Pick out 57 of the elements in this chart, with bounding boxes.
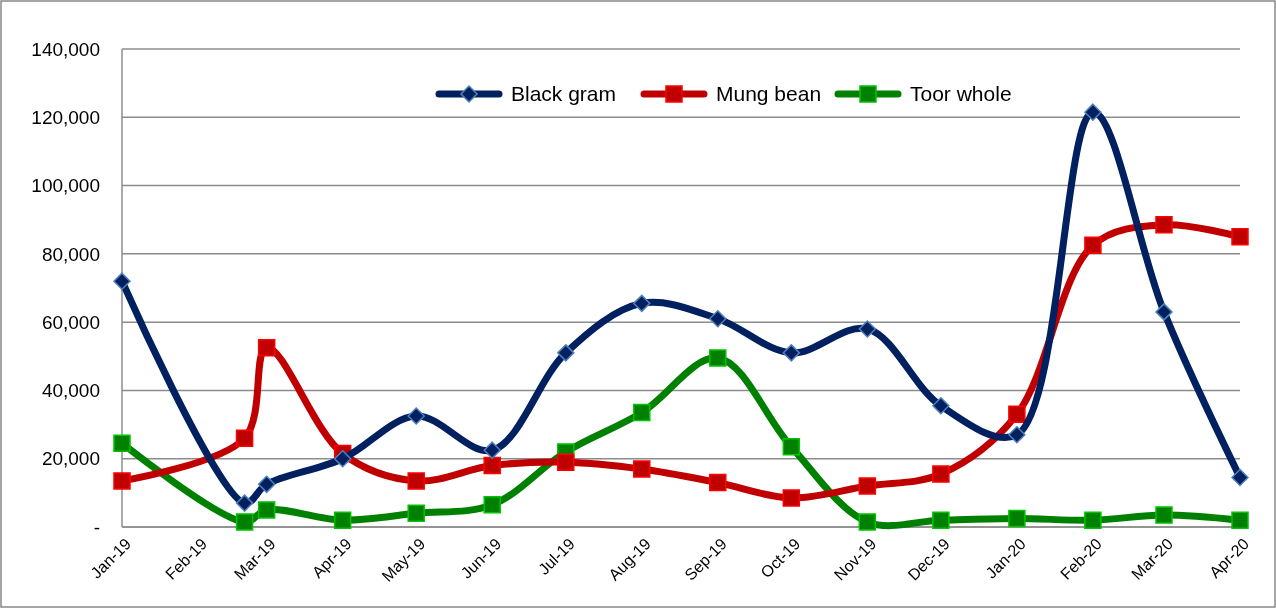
- point: [483, 496, 501, 514]
- point: [782, 438, 801, 456]
- point: [1231, 468, 1249, 487]
- point: [407, 504, 425, 523]
- point: [1155, 303, 1173, 321]
- point: [333, 449, 352, 468]
- point: [333, 511, 352, 529]
- point: [235, 513, 254, 531]
- point: [113, 434, 131, 453]
- y-tick-label: 20,000: [41, 448, 100, 470]
- point: [1155, 506, 1173, 524]
- y-tick-label: 100,000: [31, 175, 100, 197]
- point: [407, 407, 425, 425]
- y-tick-label: 140,000: [31, 38, 100, 60]
- point: [1084, 236, 1102, 255]
- point: [557, 453, 575, 471]
- point: [1231, 511, 1249, 529]
- point: [858, 320, 877, 338]
- point: [858, 477, 877, 495]
- point: [1008, 509, 1026, 528]
- legend-label: Black gram: [511, 82, 617, 106]
- point: [257, 339, 276, 357]
- point: [782, 344, 801, 362]
- point: [483, 456, 501, 475]
- point: [235, 429, 254, 447]
- y-tick-label: -: [93, 516, 100, 538]
- point: [235, 494, 254, 512]
- y-tick-label: 60,000: [41, 311, 100, 333]
- y-tick-label: 120,000: [31, 106, 100, 128]
- point: [782, 489, 801, 507]
- point: [709, 473, 727, 492]
- point: [113, 272, 131, 290]
- point: [1231, 228, 1249, 246]
- point: [633, 403, 651, 422]
- point: [557, 344, 575, 362]
- point: [483, 441, 501, 459]
- point: [1084, 103, 1102, 121]
- point: [257, 501, 276, 519]
- point: [858, 513, 877, 531]
- point: [257, 475, 276, 494]
- legend-label: Mung bean: [716, 82, 822, 106]
- y-tick-label: 40,000: [41, 380, 100, 402]
- point: [1084, 511, 1102, 529]
- point: [932, 465, 950, 483]
- point: [932, 397, 950, 415]
- point: [1008, 426, 1026, 444]
- point: [113, 472, 131, 490]
- point: [709, 349, 727, 367]
- point: [407, 472, 425, 490]
- point: [1155, 216, 1173, 234]
- legend-label: Toor whole: [910, 82, 1012, 106]
- y-tick-label: 80,000: [41, 243, 100, 265]
- point: [633, 460, 651, 478]
- point: [633, 294, 651, 313]
- point: [709, 309, 727, 328]
- point: [1008, 405, 1026, 424]
- point: [932, 511, 950, 529]
